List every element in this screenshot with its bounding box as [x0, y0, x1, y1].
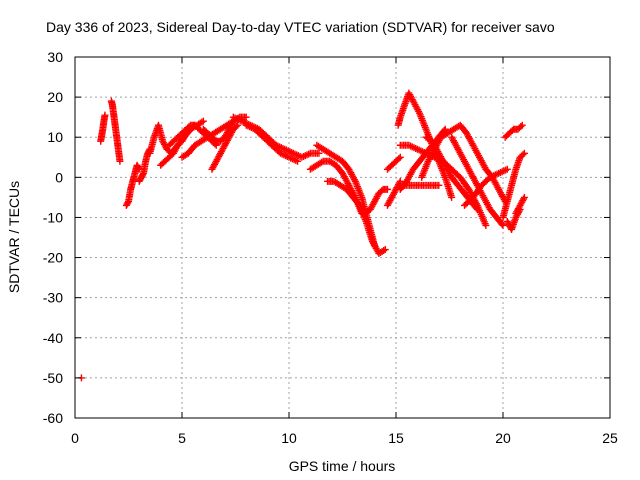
- data-point-fill: [395, 155, 403, 163]
- data-point-fill: [498, 220, 506, 228]
- data-point: [473, 205, 481, 213]
- data-point: [448, 193, 456, 201]
- y-tick-label: -20: [43, 250, 63, 266]
- series-arc-8.0: [242, 121, 302, 165]
- data-point: [381, 246, 389, 254]
- data-point-fill: [229, 119, 237, 127]
- series-arc-2.4: [122, 161, 143, 209]
- y-tick-label: -60: [43, 410, 63, 426]
- data-point: [199, 117, 207, 125]
- axis-ticks: [74, 56, 611, 419]
- y-tick-label: -50: [43, 370, 63, 386]
- series-arc-4.4: [165, 121, 220, 149]
- data-point-fill: [198, 118, 206, 126]
- y-tick-label: -40: [43, 330, 63, 346]
- series-arc-20.5: [501, 121, 526, 141]
- data-point-fill: [318, 158, 326, 166]
- y-tick-label: 0: [55, 169, 63, 185]
- x-tick-label: 15: [388, 430, 404, 446]
- data-point-fill: [232, 123, 240, 131]
- plot-frame: [74, 56, 611, 419]
- data-point: [396, 177, 404, 185]
- x-axis-title: GPS time / hours: [289, 458, 396, 474]
- series-arc-20.2: [499, 149, 528, 221]
- data-point: [234, 121, 242, 129]
- data-point: [503, 165, 511, 173]
- y-axis-title: SDTVAR / TECUs: [6, 181, 22, 293]
- data-point-fill: [520, 195, 528, 203]
- series-arc-15.8: [401, 181, 443, 189]
- data-point: [116, 157, 124, 165]
- data-point-fill: [124, 199, 132, 207]
- series-arc-13.5: [358, 185, 391, 217]
- data-point: [101, 111, 109, 119]
- series-arc-20.9: [512, 193, 528, 217]
- data-point-fill: [517, 123, 525, 131]
- data-point-fill: [380, 247, 388, 255]
- data-points: [77, 89, 528, 382]
- data-point: [518, 121, 526, 129]
- series-arc-12.0: [324, 177, 389, 258]
- data-point: [242, 113, 250, 121]
- data-point: [294, 157, 302, 165]
- data-point-fill: [519, 151, 527, 159]
- y-tick-label: 30: [47, 49, 63, 65]
- data-point: [396, 153, 404, 161]
- data-point-fill: [134, 164, 142, 172]
- y-tick-label: -30: [43, 290, 63, 306]
- series-arc-1.2: [97, 111, 109, 145]
- data-point-fill: [395, 179, 403, 187]
- series-arc-1.7: [107, 97, 124, 165]
- data-point-fill: [139, 171, 147, 179]
- data-point: [315, 149, 323, 157]
- y-tick-label: 20: [47, 89, 63, 105]
- series-arc-19.0: [460, 165, 511, 209]
- data-point: [435, 181, 443, 189]
- series-arc-6.4: [208, 121, 242, 173]
- y-tick-label: 10: [47, 129, 63, 145]
- x-tick-label: 0: [71, 430, 79, 446]
- y-tick-labels: 30 20 10 0 -10 -20 -30 -40 -50 -60: [43, 49, 63, 426]
- series-arc-14.8: [383, 153, 404, 173]
- x-tick-label: 10: [281, 430, 297, 446]
- grid: [75, 57, 610, 418]
- y-tick-label: -10: [43, 209, 63, 225]
- data-point: [520, 149, 528, 157]
- series-arc-14.6: [383, 177, 404, 209]
- x-tick-label: 25: [602, 430, 618, 446]
- data-point: [482, 221, 490, 229]
- chart-title: Day 336 of 2023, Sidereal Day-to-day VTE…: [46, 19, 555, 35]
- x-tick-labels: 0 5 10 15 20 25: [71, 430, 618, 446]
- x-tick-label: 20: [495, 430, 511, 446]
- data-point: [383, 185, 391, 193]
- x-tick-label: 5: [178, 430, 186, 446]
- data-point-fill: [472, 204, 480, 212]
- data-point: [499, 221, 507, 229]
- data-point: [520, 193, 528, 201]
